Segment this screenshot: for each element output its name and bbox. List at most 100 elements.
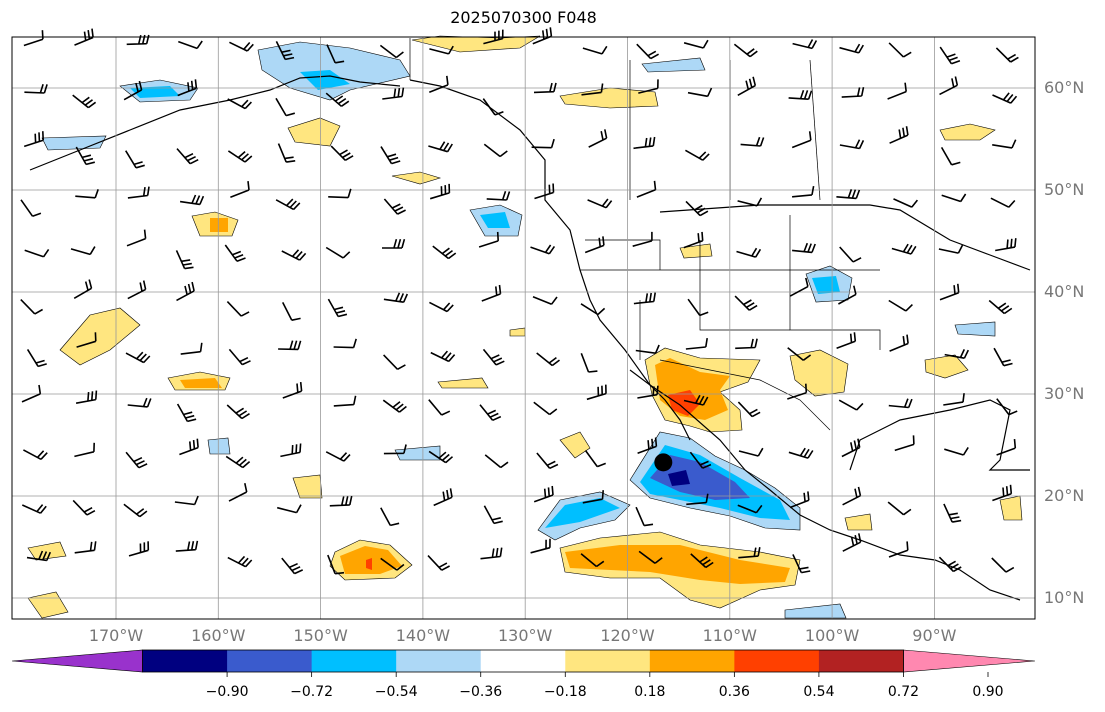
wind-barb (584, 236, 605, 254)
wind-barb (841, 438, 861, 458)
colorbar-tick-label: −0.36 (459, 684, 503, 700)
wind-barb (280, 443, 302, 458)
colorbar-segment (311, 650, 397, 672)
wind-barb (894, 435, 915, 452)
longitude-label: 140°W (395, 626, 451, 645)
map-frame (11, 36, 1036, 620)
wind-barb (995, 238, 1017, 252)
wind-barb (228, 348, 251, 366)
wind-barb (23, 449, 48, 461)
wind-barb (839, 43, 864, 54)
wind-barb (939, 76, 959, 96)
wind-barb (889, 334, 909, 352)
longitude-label: 90°W (912, 626, 957, 645)
wind-barb (586, 384, 607, 401)
colorbar-segment (818, 650, 904, 672)
wind-barb (685, 337, 708, 350)
latitude-label: 60°N (1044, 78, 1085, 97)
coastlines (29, 75, 1031, 601)
negative-anomaly-blob (394, 445, 441, 461)
wind-barb (635, 344, 660, 354)
wind-barb (225, 455, 251, 469)
wind-barb (532, 27, 553, 45)
wind-barb (482, 348, 505, 366)
wind-barb (940, 147, 961, 166)
wind-barb (533, 401, 558, 416)
longitude-label: 130°W (498, 626, 553, 645)
colorbar-segment (227, 650, 313, 672)
wind-barb (533, 82, 557, 94)
wind-barb (178, 40, 203, 50)
wind-barb (125, 150, 145, 169)
wind-barb (787, 347, 812, 361)
negative-anomaly-blob (130, 86, 180, 98)
positive-anomaly-blob (939, 123, 996, 141)
wind-barb (993, 347, 1013, 367)
wind-barb (127, 397, 152, 408)
wind-barb (789, 491, 810, 509)
wind-barb (689, 451, 712, 469)
wind-barb (125, 351, 151, 364)
wind-barb (939, 46, 961, 65)
negative-anomaly-blob (954, 321, 996, 337)
wind-barb (842, 486, 862, 506)
colorbar-tick-label: 0.90 (972, 684, 1004, 700)
wind-barb (735, 338, 758, 350)
wind-barb (380, 146, 401, 165)
anomaly-fields (27, 35, 1023, 619)
wind-barb (737, 76, 757, 96)
negative-anomaly-blob (545, 498, 620, 528)
wind-barb (330, 145, 354, 161)
wind-barb (530, 244, 556, 255)
wind-barb (325, 451, 351, 462)
colorbar-segment (649, 650, 735, 672)
wind-barb (428, 450, 454, 464)
wind-barb (734, 295, 758, 311)
wind-barb (480, 547, 503, 560)
wind-barb (433, 488, 453, 507)
wind-barb (992, 92, 1018, 104)
wind-barb (587, 198, 613, 209)
wind-barb (943, 393, 965, 406)
wind-barb (636, 180, 657, 198)
wind-barb (383, 354, 406, 370)
wind-barb (72, 499, 96, 516)
wind-barb (888, 42, 912, 58)
colorbar-tick-label: −0.54 (374, 684, 418, 700)
border (699, 240, 790, 331)
wind-barb (938, 244, 964, 254)
wind-barb (325, 92, 350, 107)
wind-barb (76, 332, 97, 348)
coastline (659, 204, 1031, 271)
wind-barb (329, 495, 353, 507)
positive-anomaly-blob (180, 378, 222, 388)
wind-barb (584, 450, 606, 468)
location-marker (654, 453, 673, 472)
wind-barb (75, 189, 99, 199)
wind-barb (72, 94, 97, 109)
positive-anomaly-blob (411, 35, 541, 53)
positive-anomaly-blob (565, 545, 790, 584)
wind-barb (176, 148, 199, 165)
wind-barb (227, 555, 253, 568)
wind-barb (888, 541, 909, 558)
wind-barb (226, 301, 250, 317)
coastline (849, 399, 1030, 471)
wind-barb (74, 28, 94, 46)
negative-anomaly-blob (480, 212, 510, 228)
wind-barb (792, 185, 815, 198)
wind-barb (481, 284, 502, 302)
wind-barb (887, 501, 912, 516)
colorbar-tick-label: 0.72 (887, 684, 920, 700)
wind-barb (26, 550, 52, 562)
wind-barb (638, 550, 663, 564)
wind-barb (20, 199, 42, 217)
wind-barb (383, 292, 409, 303)
wind-barb (24, 248, 50, 258)
wind-barb (588, 129, 608, 148)
wind-barb (126, 229, 147, 247)
wind-barb (175, 540, 199, 552)
wind-barb (636, 43, 659, 60)
wind-barb (736, 247, 762, 258)
border (585, 239, 661, 270)
